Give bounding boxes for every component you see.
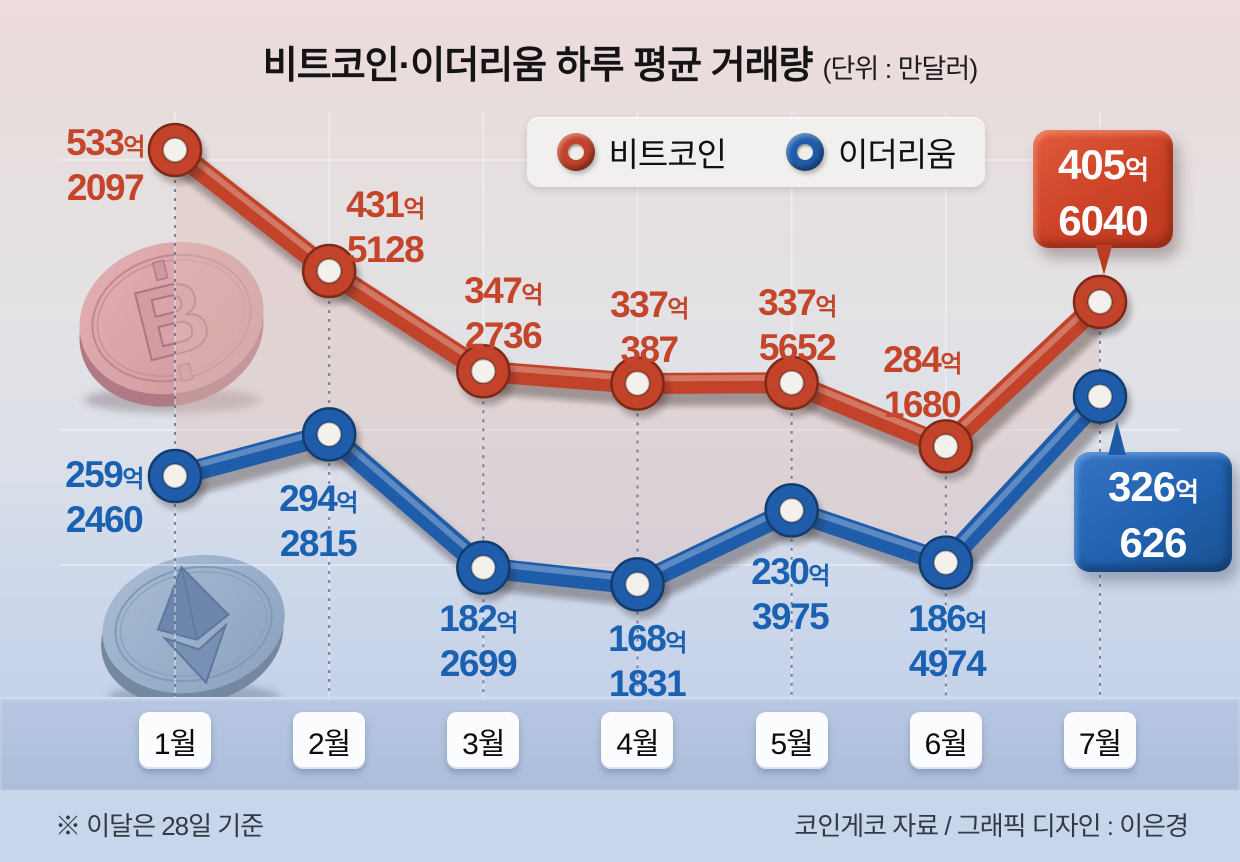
data-label-이더리움-2월: 294억 2815 bbox=[279, 478, 358, 564]
month-axis: 1월 2월 3월 4월 5월 6월 7월 bbox=[0, 697, 1240, 790]
data-label-이더리움-5월: 230억 3975 bbox=[751, 551, 830, 637]
callout-eth-main: 326 bbox=[1108, 463, 1176, 510]
legend: 비트코인 이더리움 bbox=[527, 117, 985, 187]
footnote: ※ 이달은 28일 기준 bbox=[55, 811, 264, 841]
month-label-4월: 4월 bbox=[601, 712, 674, 769]
legend-label-bitcoin: 비트코인 bbox=[608, 136, 727, 173]
callout-btc-sub: 6040 bbox=[1058, 197, 1148, 244]
data-label-이더리움-1월: 259억 2460 bbox=[65, 454, 144, 540]
data-label-비트코인-5월: 337억 5652 bbox=[758, 282, 837, 368]
legend-item-bitcoin: 비트코인 bbox=[556, 128, 727, 176]
footer-strip bbox=[0, 790, 1240, 862]
data-label-비트코인-4월: 337억 387 bbox=[610, 284, 689, 370]
month-label-5월: 5월 bbox=[755, 712, 828, 769]
bitcoin-marker-icon bbox=[556, 133, 595, 171]
data-label-비트코인-6월: 284억 1680 bbox=[883, 339, 962, 425]
chart-title-text: 비트코인·이더리움 하루 평균 거래량 bbox=[262, 45, 814, 87]
callout-eth-suffix: 억 bbox=[1175, 477, 1199, 507]
ethereum-july-callout: 326억 626 bbox=[1074, 452, 1232, 572]
month-label-2월: 2월 bbox=[293, 712, 366, 769]
bitcoin-july-callout: 405억 6040 bbox=[1033, 130, 1173, 248]
chart-title: 비트코인·이더리움 하루 평균 거래량 (단위 : 만달러) bbox=[0, 34, 1240, 89]
legend-label-ethereum: 이더리움 bbox=[838, 136, 956, 173]
data-label-비트코인-3월: 347억 2736 bbox=[464, 270, 543, 356]
data-label-이더리움-3월: 182억 2699 bbox=[439, 598, 518, 684]
month-label-6월: 6월 bbox=[909, 712, 982, 769]
month-label-1월: 1월 bbox=[139, 712, 211, 769]
series-markers-비트코인 bbox=[147, 122, 1131, 481]
series-markers-이더리움 bbox=[147, 369, 1131, 619]
legend-item-ethereum: 이더리움 bbox=[786, 128, 956, 176]
chart-unit-label: (단위 : 만달러) bbox=[822, 54, 979, 84]
month-label-3월: 3월 bbox=[447, 712, 520, 769]
data-label-이더리움-4월: 168억 1831 bbox=[608, 618, 687, 704]
callout-btc-suffix: 억 bbox=[1125, 155, 1149, 185]
callout-btc-main: 405 bbox=[1058, 141, 1126, 188]
data-label-비트코인-2월: 431억 5128 bbox=[346, 184, 425, 270]
month-label-7월: 7월 bbox=[1063, 712, 1136, 769]
data-label-이더리움-6월: 186억 4974 bbox=[908, 598, 987, 684]
callout-eth-sub: 626 bbox=[1119, 519, 1187, 566]
data-label-비트코인-1월: 533억 2097 bbox=[66, 122, 145, 208]
ethereum-marker-icon bbox=[786, 133, 824, 171]
bitcoin-coin-icon: B bbox=[72, 228, 272, 418]
credit: 코인게코 자료 / 그래픽 디자인 : 이은경 bbox=[794, 811, 1189, 841]
ethereum-coin-icon bbox=[94, 542, 294, 710]
